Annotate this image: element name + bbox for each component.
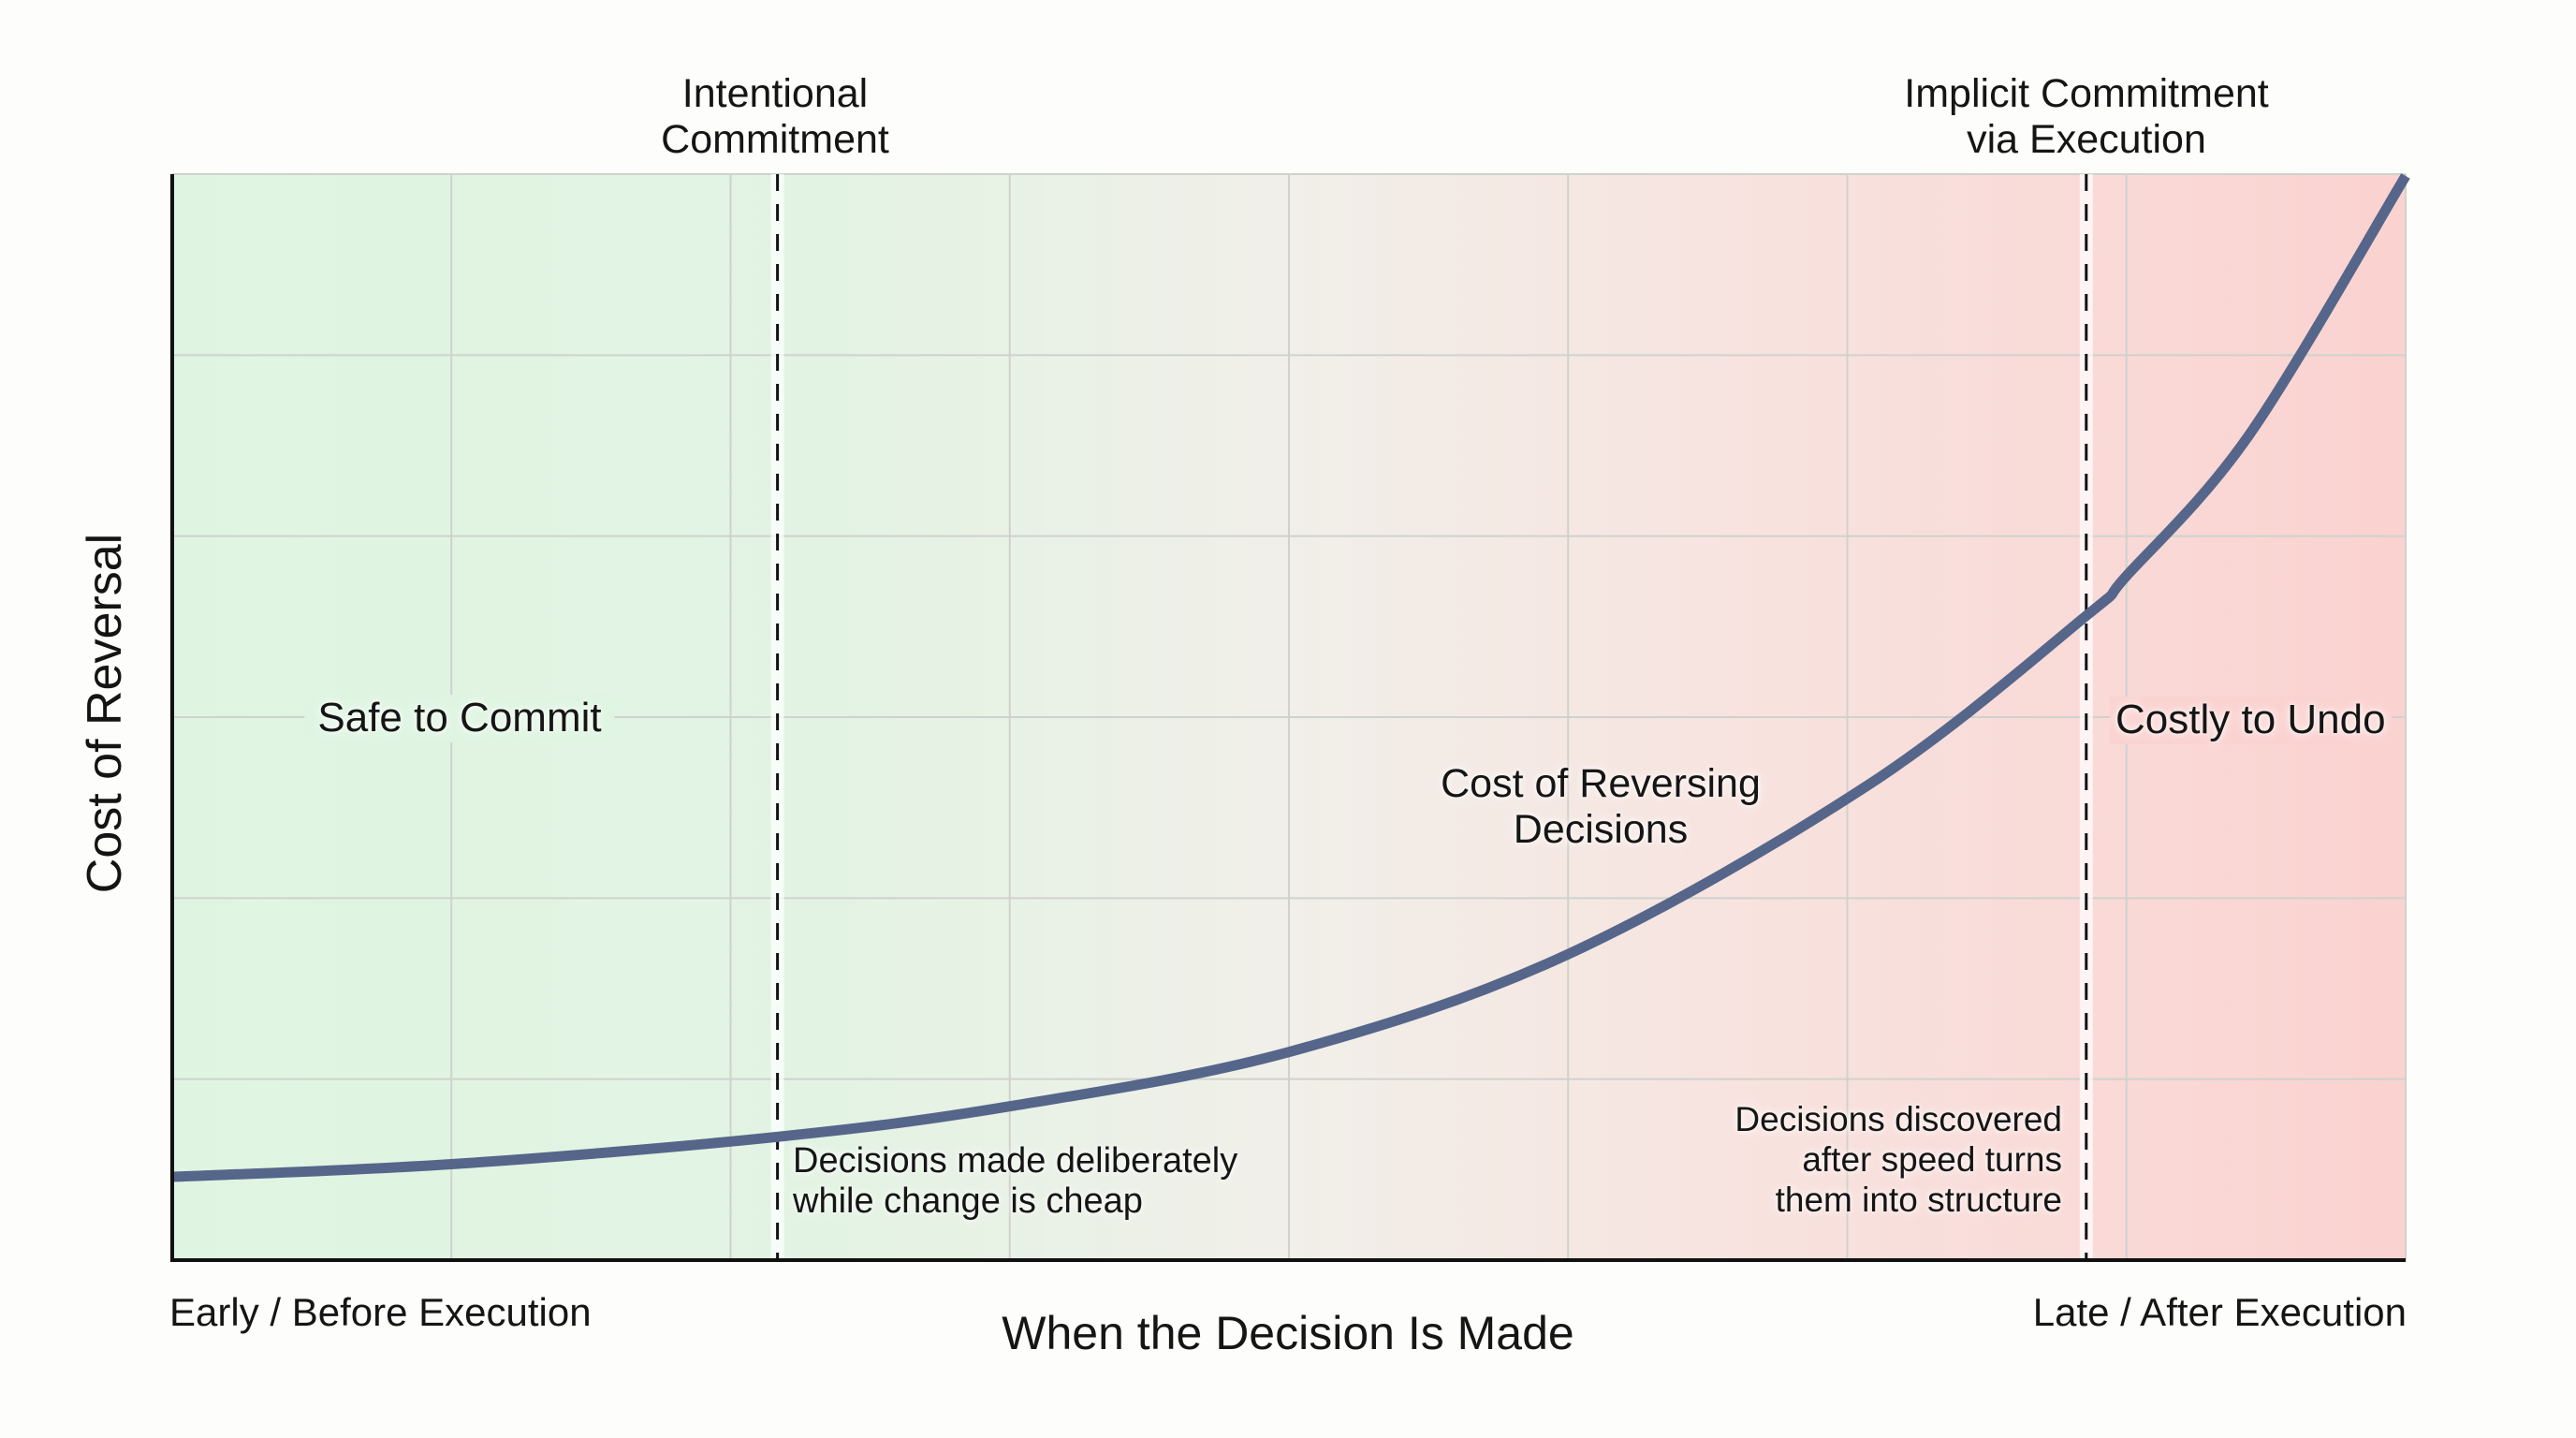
x-tick-start: Early / Before Execution [169, 1290, 592, 1334]
gridlines [172, 173, 2407, 1260]
annotation-costly-to-undo: Costly to Undo [2110, 697, 2392, 744]
x-tick-end: Late / After Execution [2032, 1290, 2407, 1334]
reference-lines [770, 174, 2093, 1260]
discovered-line1: Decisions discovered [1734, 1100, 2062, 1138]
curve-label-line1: Cost of Reversing [1441, 761, 1761, 806]
ref-label-intentional-line2: Commitment [661, 117, 889, 163]
ref-label-implicit-line1: Implicit Commitment [1904, 71, 2269, 116]
deliberate-line2: while change is cheap [793, 1181, 1143, 1221]
annotation-discovered: Decisions discovered after speed turns t… [1734, 1100, 2062, 1221]
ref-label-intentional: Intentional Commitment [661, 71, 889, 164]
discovered-line2: after speed turns [1802, 1139, 2062, 1179]
deliberate-line1: Decisions made deliberately [793, 1141, 1238, 1181]
discovered-line3: them into structure [1775, 1180, 2062, 1219]
ref-label-implicit-line2: via Execution [1967, 117, 2206, 163]
y-axis-label: Cost of Reversal [78, 533, 132, 894]
ref-label-implicit: Implicit Commitment via Execution [1904, 71, 2268, 164]
annotation-curve-label: Cost of Reversing Decisions [1441, 761, 1761, 854]
x-axis-label: When the Decision Is Made [1002, 1307, 1574, 1359]
curve-label-line2: Decisions [1513, 807, 1689, 853]
ref-label-intentional-line1: Intentional [681, 71, 869, 116]
cost-curve [171, 173, 2410, 1182]
annotation-deliberate: Decisions made deliberately while change… [793, 1141, 1237, 1222]
annotation-safe-to-commit: Safe to Commit [304, 695, 615, 742]
